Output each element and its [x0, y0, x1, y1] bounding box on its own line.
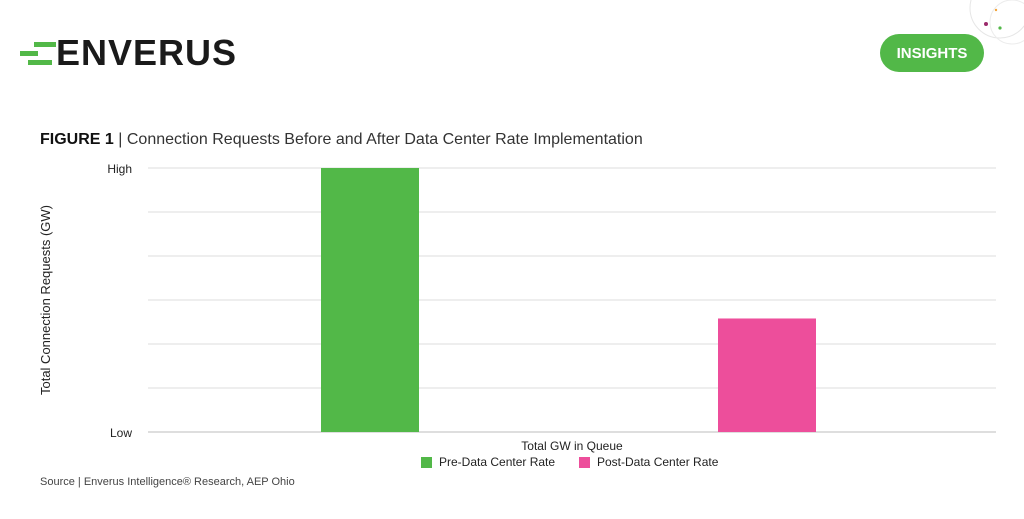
y-tick-label-high: High [107, 162, 132, 176]
legend-item-pre: Pre-Data Center Rate [421, 455, 555, 469]
bar-post-data-center-rate [718, 318, 816, 432]
bar-pre-data-center-rate [321, 168, 419, 432]
figure-label: FIGURE 1 [40, 131, 114, 148]
x-axis-label: Total GW in Queue [521, 439, 623, 453]
legend-swatch-post [579, 456, 590, 468]
legend-swatch-pre [421, 456, 432, 468]
logo-text: ENVERUS [56, 32, 238, 73]
decorative-circles-graphic [969, 0, 1024, 45]
logo-bar-bottom [28, 60, 52, 65]
logo-bar-middle [20, 51, 38, 56]
bar-chart: High Low Total Connection Requests (GW) Tot… [38, 162, 996, 453]
y-tick-label-low: Low [110, 426, 132, 440]
figure-separator: | [118, 131, 123, 148]
legend-label-pre: Pre-Data Center Rate [439, 455, 556, 469]
legend-item-post: Post-Data Center Rate [579, 455, 718, 469]
figure-title: FIGURE 1 | Connection Requests Before an… [40, 131, 643, 149]
legend-label-post: Post-Data Center Rate [597, 455, 719, 469]
source-note: Source | Enverus Intelligence® Research,… [40, 476, 295, 488]
enverus-logo: ENVERUS [20, 30, 250, 76]
insights-badge[interactable]: INSIGHTS [880, 34, 984, 72]
logo-bar-top [34, 42, 56, 47]
figure-title-text: Connection Requests Before and After Dat… [126, 131, 643, 148]
y-axis-label: Total Connection Requests (GW) [38, 205, 53, 395]
